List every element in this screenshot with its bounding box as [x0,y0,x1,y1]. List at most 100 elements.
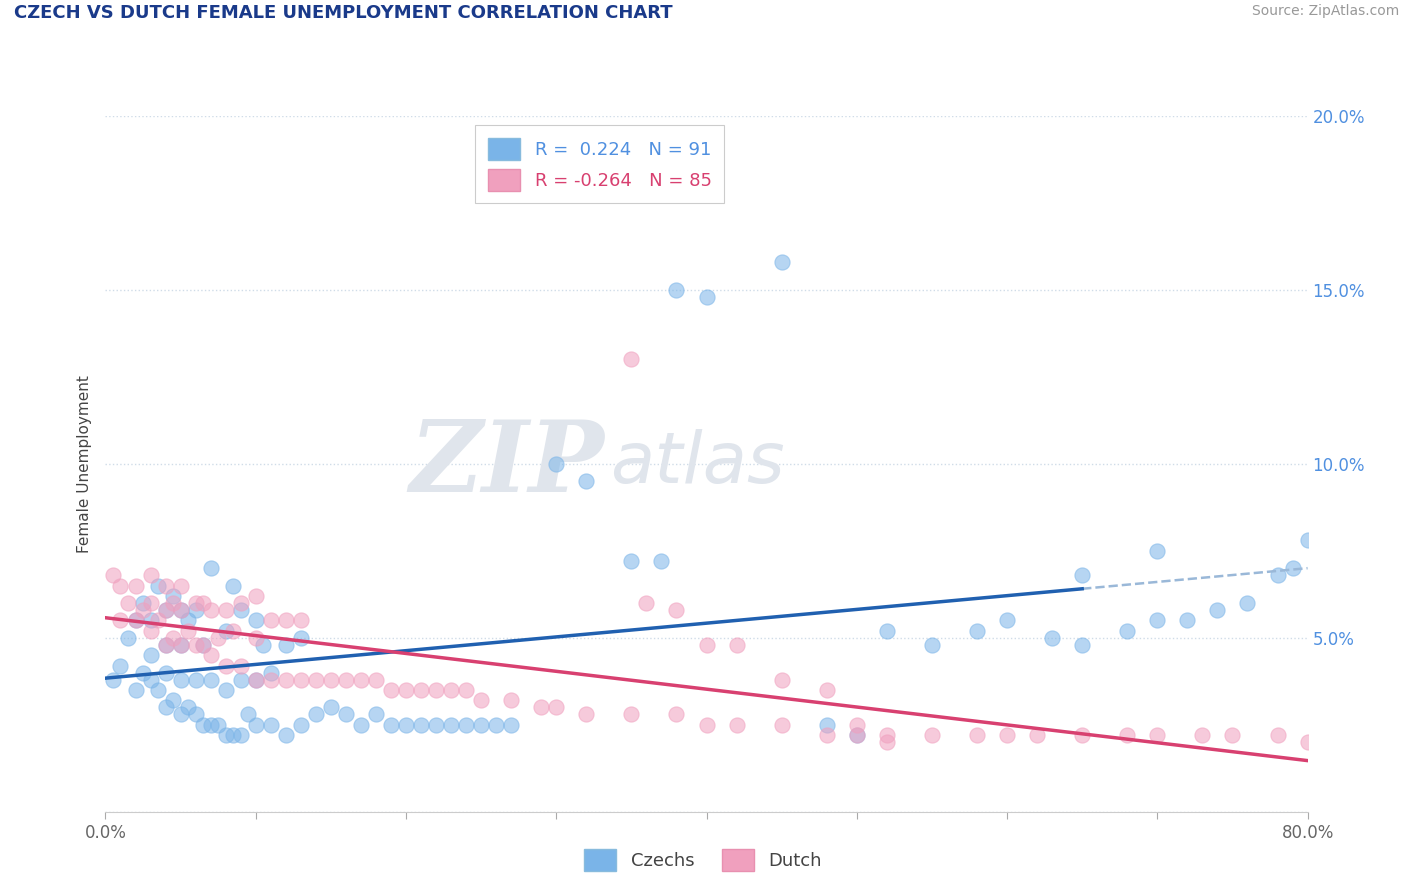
Point [876,735,898,749]
Point [470,693,492,707]
Point [815,683,838,698]
Point [425,717,447,731]
Point [214,728,236,742]
Point [222,578,245,592]
Point [380,683,402,698]
Point [335,673,357,687]
Point [110,614,132,628]
Point [110,578,132,592]
Point [665,283,688,297]
Point [124,683,146,698]
Point [770,255,793,269]
Point [290,673,312,687]
Point [124,578,146,592]
Point [546,457,568,471]
Point [191,596,214,610]
Point [966,728,988,742]
Point [876,624,898,638]
Point [177,614,200,628]
Point [290,631,312,645]
Point [191,638,214,652]
Point [1146,614,1168,628]
Point [350,673,373,687]
Point [1040,631,1063,645]
Point [146,614,169,628]
Point [229,603,252,617]
Point [229,658,252,673]
Point [921,638,943,652]
Point [222,728,245,742]
Text: Source: ZipAtlas.com: Source: ZipAtlas.com [1251,4,1399,19]
Point [139,614,162,628]
Point [1236,596,1258,610]
Point [184,707,207,722]
Point [290,717,312,731]
Point [1116,624,1139,638]
Point [155,578,177,592]
Point [252,638,274,652]
Point [146,683,169,698]
Text: atlas: atlas [610,429,785,499]
Point [470,717,492,731]
Point [440,717,463,731]
Point [1116,728,1139,742]
Point [995,614,1018,628]
Point [139,596,162,610]
Point [696,290,718,304]
Point [245,717,267,731]
Point [184,638,207,652]
Point [425,683,447,698]
Point [214,603,236,617]
Point [214,624,236,638]
Point [696,638,718,652]
Point [191,717,214,731]
Point [124,614,146,628]
Point [1206,603,1229,617]
Point [620,554,643,568]
Point [770,673,793,687]
Point [169,707,191,722]
Point [200,673,222,687]
Point [245,589,267,603]
Point [200,717,222,731]
Text: ZIP: ZIP [409,416,605,512]
Point [139,673,162,687]
Point [132,665,155,680]
Point [184,596,207,610]
Point [364,673,387,687]
Point [274,614,297,628]
Point [454,683,477,698]
Point [110,658,132,673]
Point [966,624,988,638]
Point [132,603,155,617]
Point [238,707,260,722]
Legend: R =  0.224   N = 91, R = -0.264   N = 85: R = 0.224 N = 91, R = -0.264 N = 85 [475,125,724,203]
Point [921,728,943,742]
Point [162,631,184,645]
Point [260,614,283,628]
Point [245,631,267,645]
Point [169,603,191,617]
Point [319,700,342,714]
Point [155,700,177,714]
Point [117,596,139,610]
Point [124,614,146,628]
Point [207,717,229,731]
Point [200,648,222,662]
Point [1146,543,1168,558]
Point [184,603,207,617]
Point [162,596,184,610]
Point [650,554,672,568]
Point [274,728,297,742]
Point [501,717,523,731]
Y-axis label: Female Unemployment: Female Unemployment [77,375,93,553]
Point [876,728,898,742]
Point [1146,728,1168,742]
Point [146,578,169,592]
Point [260,665,283,680]
Point [1222,728,1244,742]
Point [485,717,508,731]
Point [350,717,373,731]
Point [200,561,222,575]
Point [845,717,868,731]
